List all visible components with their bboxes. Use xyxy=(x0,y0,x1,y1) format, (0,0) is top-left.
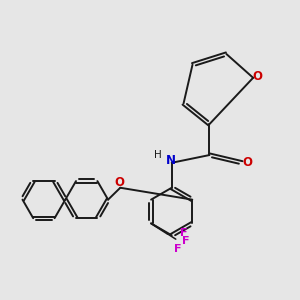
Text: N: N xyxy=(166,154,176,167)
Text: O: O xyxy=(253,70,262,83)
Text: O: O xyxy=(242,156,253,169)
Text: O: O xyxy=(115,176,125,189)
Text: F: F xyxy=(180,228,188,238)
Text: H: H xyxy=(154,150,161,160)
Text: F: F xyxy=(182,236,190,246)
Text: F: F xyxy=(174,244,182,254)
